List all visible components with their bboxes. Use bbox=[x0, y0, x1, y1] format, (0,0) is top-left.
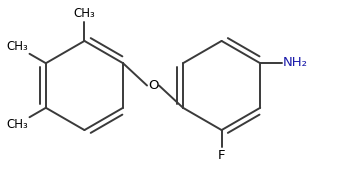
Text: NH₂: NH₂ bbox=[283, 56, 308, 69]
Text: CH₃: CH₃ bbox=[6, 40, 28, 53]
Text: CH₃: CH₃ bbox=[74, 7, 95, 20]
Text: O: O bbox=[148, 79, 158, 92]
Text: CH₃: CH₃ bbox=[6, 118, 28, 131]
Text: F: F bbox=[218, 149, 225, 162]
